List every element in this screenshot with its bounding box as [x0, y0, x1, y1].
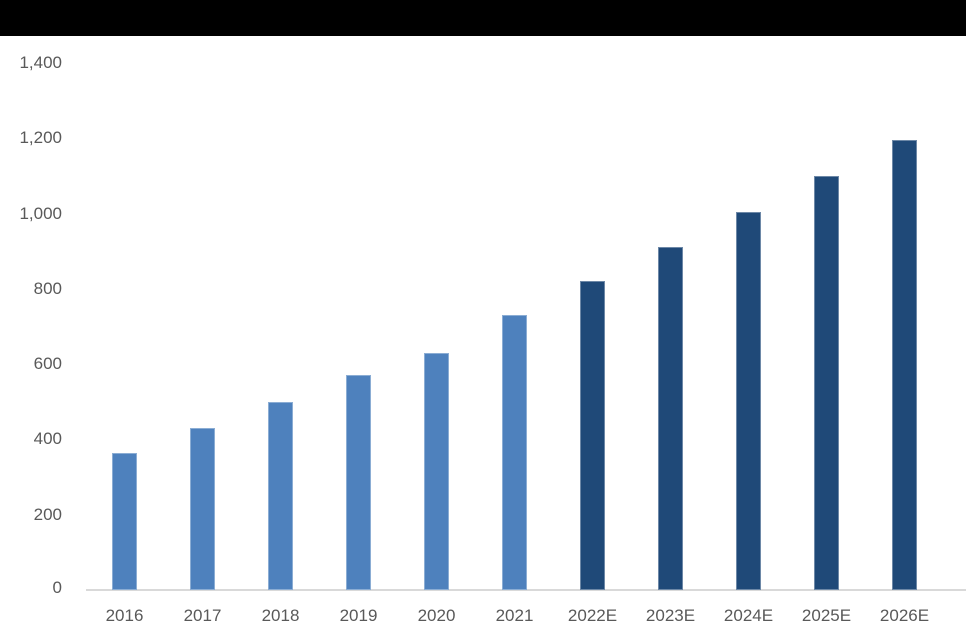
bar-2017	[190, 428, 215, 590]
x-tick-label-2026E: 2026E	[879, 606, 930, 625]
bar-2016	[112, 452, 137, 590]
y-tick-label: 600	[33, 354, 62, 374]
x-tick-label-2025E: 2025E	[801, 606, 852, 625]
bar-2018	[268, 401, 293, 590]
y-tick-label: 1,200	[19, 128, 62, 148]
x-tick-label-2018: 2018	[261, 606, 300, 625]
x-tick-label-2024E: 2024E	[723, 606, 774, 625]
x-tick-label-2016: 2016	[105, 606, 144, 625]
redacted-title-bar	[0, 0, 966, 36]
x-tick-label-2019: 2019	[339, 606, 378, 625]
bar-2023E	[658, 247, 683, 590]
y-tick-label: 800	[33, 278, 62, 298]
bar-2022E	[580, 281, 605, 590]
y-tick-label: 400	[33, 429, 62, 449]
x-tick-label-2023E: 2023E	[645, 606, 696, 625]
x-tick-label-2020: 2020	[417, 606, 456, 625]
y-tick-label: 0	[52, 578, 62, 597]
bar-2021	[502, 315, 527, 590]
x-tick-label-2022E: 2022E	[567, 606, 618, 625]
bar-2025E	[814, 175, 839, 590]
bar-2026E	[892, 140, 917, 590]
x-tick-label-2017: 2017	[183, 606, 222, 625]
y-tick-label: 1,000	[19, 203, 62, 223]
y-tick-label: 200	[33, 504, 62, 524]
bar-2020	[424, 352, 449, 590]
y-tick-label: 1,400	[19, 53, 62, 72]
bar-2024E	[736, 211, 761, 590]
x-tick-label-2021: 2021	[495, 606, 534, 625]
bar-2019	[346, 375, 371, 590]
x-axis-line	[86, 589, 966, 591]
bar-chart: 0 200 400 600 800 1,000 1,200 1,400 2016 2017 201…	[0, 36, 966, 643]
